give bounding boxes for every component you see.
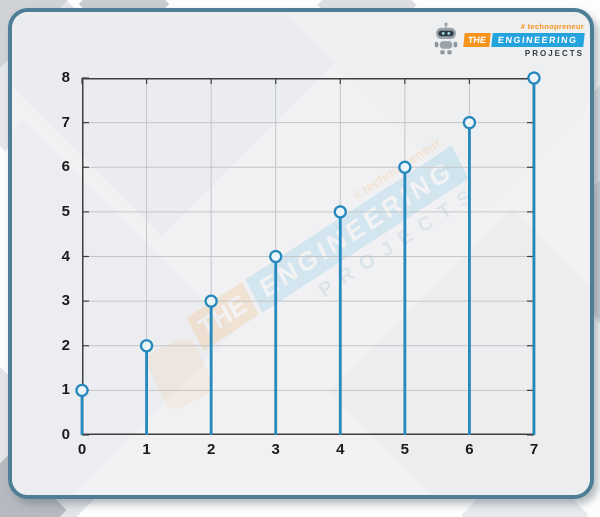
x-tick-label: 4 — [336, 441, 345, 458]
y-tick-label: 3 — [61, 292, 70, 310]
plot-area — [75, 71, 541, 436]
brand-tagline: # technopreneur — [520, 22, 584, 31]
y-tick-label: 8 — [61, 69, 70, 86]
stem-marker — [139, 339, 154, 353]
stem-plot — [75, 71, 541, 436]
robot-mascot-icon — [435, 22, 458, 55]
brand-logo: # technopreneur THE ENGINEERING PROJECTS — [432, 22, 585, 58]
y-tick-label: 6 — [61, 158, 70, 176]
stem-marker — [462, 115, 477, 130]
chart-frame — [8, 8, 594, 499]
stem-marker — [269, 249, 283, 264]
brand-logo-the: THE — [463, 33, 492, 47]
y-tick-label: 2 — [61, 336, 70, 354]
x-tick-label: 3 — [271, 441, 280, 458]
x-tick-label: 0 — [77, 441, 87, 458]
x-tick-label: 2 — [206, 441, 216, 458]
stem-marker — [204, 294, 218, 308]
x-tick-label: 1 — [142, 441, 151, 458]
y-tick-label: 1 — [61, 381, 70, 399]
x-tick-label: 7 — [529, 441, 539, 458]
x-tick-label: 5 — [400, 441, 410, 458]
y-tick-label: 5 — [61, 202, 70, 220]
brand-logo-projects: PROJECTS — [524, 49, 584, 58]
stem-marker — [527, 71, 541, 85]
brand-logo-engineering: ENGINEERING — [491, 33, 585, 47]
x-tick-label: 6 — [465, 441, 474, 458]
stem-marker — [75, 383, 89, 398]
y-tick-label: 0 — [61, 426, 70, 443]
y-tick-label: 4 — [61, 247, 70, 265]
stem-marker — [398, 160, 412, 174]
y-tick-label: 7 — [61, 113, 70, 131]
stem-marker — [333, 205, 347, 219]
